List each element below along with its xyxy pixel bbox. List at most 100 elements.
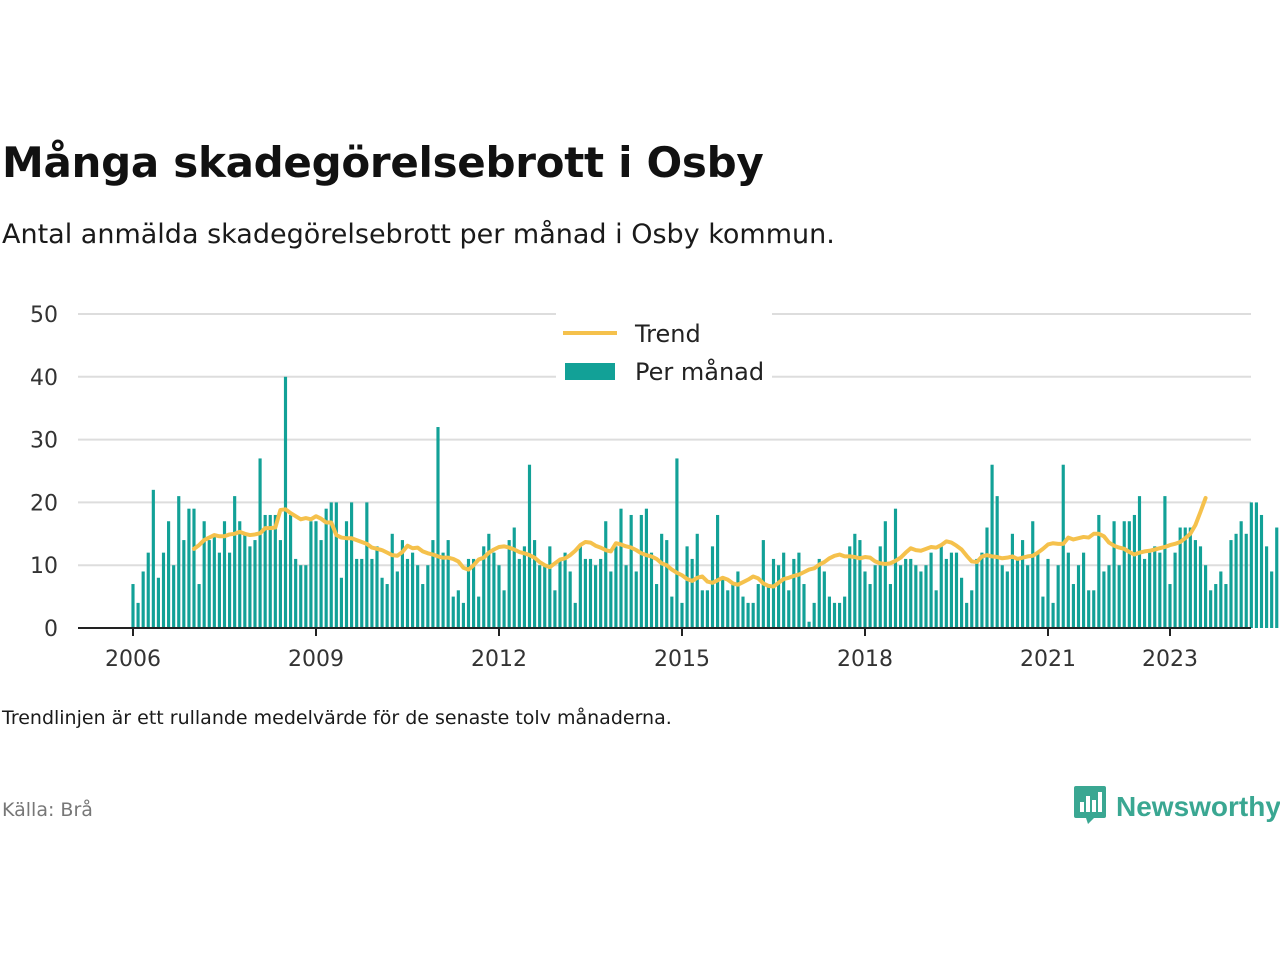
bar [278,540,282,628]
bar [827,596,831,628]
bar [980,552,984,628]
bar [919,571,923,628]
bar [461,602,465,628]
newsworthy-brand[interactable]: Newsworthy [1072,784,1280,830]
y-tick-label: 40 [30,366,58,391]
bar [314,521,318,628]
bar [1270,571,1274,628]
bar [1204,565,1208,628]
bar [1026,565,1030,628]
bar [954,552,959,628]
trend-line [192,496,1208,589]
bar [721,577,725,628]
bar [400,540,404,628]
bar [1193,540,1197,628]
bar [416,565,420,628]
bar [1061,464,1065,628]
bar [1076,565,1081,628]
bar [238,521,242,628]
x-axis-ticks: 2006 2009 2012 2015 2018 2021 2023 [105,628,1198,672]
bar [558,558,562,628]
bar [324,508,328,628]
bar [716,514,720,628]
x-tick-label: 2009 [288,647,344,672]
bar [487,533,491,628]
bar [985,527,989,628]
bar [599,558,603,628]
bar [1234,533,1238,628]
bar [538,565,542,628]
bar [1219,571,1223,628]
bar [1122,521,1126,628]
bar [482,546,486,628]
bar [1005,571,1009,628]
bar [517,558,521,628]
bar [1163,496,1167,628]
bar [995,496,999,628]
bar [1153,546,1157,628]
bar [187,508,191,628]
bar [548,546,552,628]
bar [736,571,740,628]
bar [477,596,481,628]
bar [1112,521,1116,628]
bar [212,533,216,628]
bar [604,521,608,628]
bar [553,590,557,628]
bar [263,514,267,628]
bar [766,584,770,628]
bar [1082,552,1086,628]
bar [370,558,374,628]
bar [822,571,826,628]
bar [411,552,415,628]
bar [390,533,394,628]
bar [1117,565,1121,628]
bar [319,540,323,628]
bar [426,565,430,628]
bar [649,552,654,628]
bar [863,571,867,628]
bar [1092,590,1096,628]
bar [421,584,425,628]
bar [365,502,369,628]
bar [817,558,821,628]
bar [283,376,288,628]
x-tick-label: 2015 [654,647,710,672]
legend-trend-label: Trend [634,320,701,348]
bar [355,558,359,628]
bar [568,571,572,628]
bar [899,565,903,628]
bar [792,558,796,628]
chart-subtitle: Antal anmälda skadegörelsebrott per måna… [2,219,835,250]
bar [1275,527,1279,628]
bar [614,546,618,628]
y-axis-ticks: 0 10 20 30 40 50 [30,303,58,642]
bar [441,552,445,628]
bar [131,584,135,628]
y-tick-label: 10 [30,554,58,579]
bar [690,558,694,628]
bar [217,552,221,628]
bar [771,558,776,628]
bar [670,596,674,628]
bar [797,552,801,628]
bar [843,596,847,628]
bar [660,533,664,628]
bar [522,546,526,628]
bar [777,565,781,628]
bar [1183,527,1187,628]
bar [141,571,145,628]
bar [1127,521,1131,628]
bar [782,552,786,628]
bar [639,514,643,628]
bar [192,508,196,628]
bar [177,496,181,628]
bar [680,602,684,628]
bar [1107,565,1111,628]
bar [136,602,140,628]
bar [1168,584,1172,628]
bar [380,577,384,628]
bar [304,565,308,628]
bar [832,602,837,628]
bar [1188,527,1192,628]
